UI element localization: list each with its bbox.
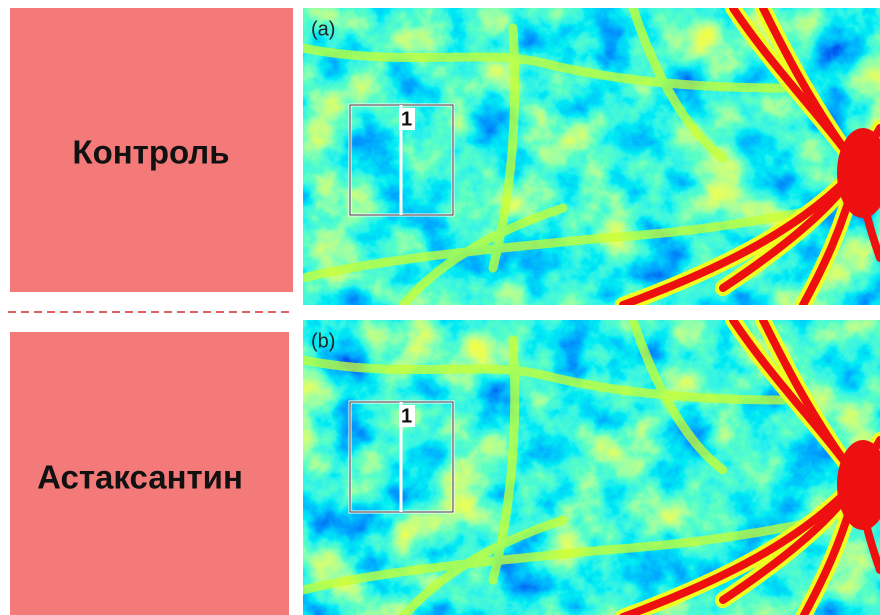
roi-label: 1 <box>401 405 412 427</box>
slide: Контроль Астаксантин 1 (a) 1 (b) <box>0 0 880 615</box>
row-label: Астаксантин <box>37 459 243 496</box>
roi-label: 1 <box>401 108 412 130</box>
panel-tag: (b) <box>311 330 335 352</box>
row-label: Контроль <box>72 134 229 171</box>
panel-tag: (a) <box>311 18 335 40</box>
flow-image: 1 (b) <box>303 320 880 615</box>
flow-image: 1 (a) <box>303 8 880 305</box>
